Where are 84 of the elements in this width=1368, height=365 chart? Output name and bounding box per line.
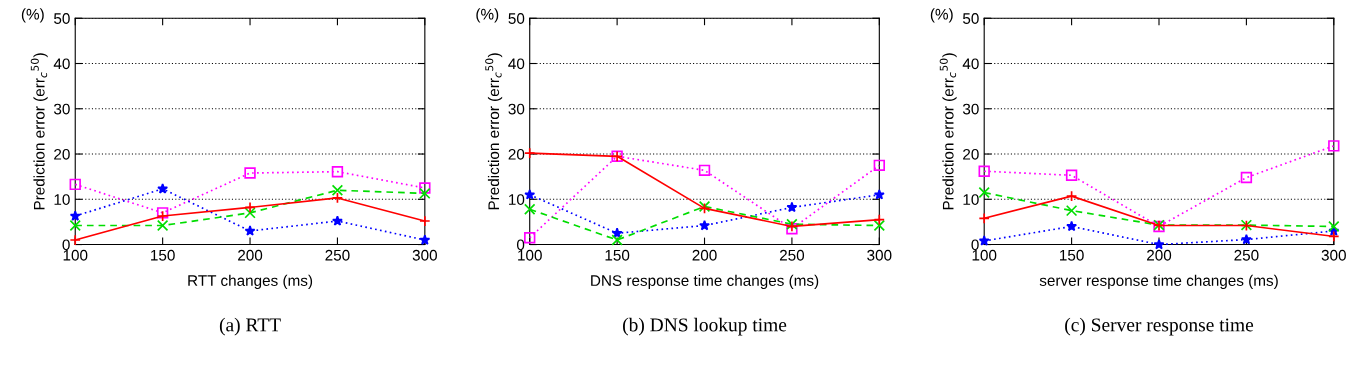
- point: [331, 165, 344, 178]
- x-axis-title: DNS response time changes (ms): [591, 274, 819, 290]
- y-tick-label: 50: [54, 13, 70, 24]
- point: [524, 203, 536, 215]
- point: [524, 189, 536, 200]
- y-tick-label: 50: [962, 13, 979, 24]
- y-axis-title: Prediction error (err$_{c}$$^{50}$): [30, 53, 48, 210]
- text: (b) DNS lookup time: [623, 317, 787, 336]
- point: [157, 183, 169, 194]
- point: [69, 219, 81, 232]
- text: (a) RTT: [219, 317, 281, 336]
- point: [873, 213, 886, 226]
- point: [1065, 190, 1078, 202]
- x-tick-label: 300: [1321, 249, 1346, 261]
- x-axis-title: server response time changes (ms): [1039, 274, 1278, 290]
- point: [524, 147, 536, 159]
- point: [873, 219, 886, 232]
- x-tick-label: 300: [867, 249, 892, 261]
- point: [1328, 140, 1340, 152]
- y-axis-title: Prediction error (err$_{c}$$^{50}$): [485, 53, 503, 210]
- point: [978, 212, 990, 224]
- point: [1066, 220, 1078, 232]
- y-tick-label: 10: [509, 194, 525, 205]
- x-tick-label: 150: [151, 249, 175, 261]
- point: [611, 234, 623, 246]
- point: [331, 192, 344, 204]
- y-tick-label: 10: [54, 194, 70, 205]
- point: [244, 167, 256, 179]
- point: [419, 182, 431, 194]
- point: [244, 225, 256, 236]
- point: [786, 201, 798, 213]
- point: [244, 207, 256, 219]
- point: [1065, 204, 1078, 217]
- text: (c) Server response time: [1065, 317, 1254, 336]
- text: (%): [930, 8, 953, 23]
- y-tick-label: 20: [963, 148, 979, 160]
- y-tick-label: 40: [508, 58, 525, 70]
- x-axis-title: RTT changes (ms): [188, 274, 313, 290]
- y-tick-label: 20: [54, 148, 70, 160]
- text: (%): [476, 8, 499, 23]
- y-tick-label: 0: [971, 239, 979, 251]
- x-tick-label: 200: [238, 249, 263, 261]
- x-tick-label: 250: [325, 249, 350, 261]
- x-tick-label: 150: [605, 249, 630, 261]
- point: [156, 219, 169, 232]
- y-tick-label: 0: [516, 239, 525, 251]
- y-tick-label: 40: [962, 58, 979, 70]
- point: [873, 189, 885, 200]
- y-tick-label: 30: [508, 103, 525, 115]
- x-tick-label: 200: [692, 249, 717, 261]
- y-tick-label: 30: [53, 103, 70, 115]
- point: [69, 210, 81, 221]
- point: [699, 219, 710, 231]
- point: [419, 215, 431, 227]
- point: [873, 159, 886, 172]
- x-tick-label: 250: [1234, 249, 1259, 261]
- point: [419, 187, 431, 200]
- x-tick-label: 200: [1147, 249, 1172, 261]
- point: [331, 184, 344, 196]
- point: [1240, 233, 1252, 245]
- point: [978, 186, 990, 199]
- point: [69, 178, 81, 191]
- text: (%): [21, 8, 44, 23]
- x-tick-label: 100: [972, 249, 997, 261]
- x-tick-label: 300: [412, 249, 437, 261]
- point: [1328, 220, 1340, 233]
- y-tick-label: 0: [62, 239, 70, 251]
- x-tick-label: 150: [1060, 249, 1084, 261]
- x-tick-label: 100: [63, 249, 88, 261]
- point: [1153, 238, 1165, 250]
- point: [1240, 171, 1253, 184]
- y-tick-label: 10: [963, 194, 979, 205]
- point: [244, 201, 256, 214]
- y-tick-label: 50: [508, 13, 525, 24]
- x-tick-label: 250: [779, 249, 805, 261]
- point: [331, 215, 343, 226]
- y-axis-title: Prediction error (err$_{c}$$^{50}$): [939, 53, 957, 210]
- y-tick-label: 20: [508, 148, 525, 160]
- point: [1065, 169, 1078, 181]
- point: [978, 165, 990, 177]
- x-tick-label: 100: [518, 249, 542, 261]
- y-tick-label: 40: [53, 58, 70, 70]
- point: [698, 164, 711, 177]
- y-tick-label: 30: [962, 103, 979, 115]
